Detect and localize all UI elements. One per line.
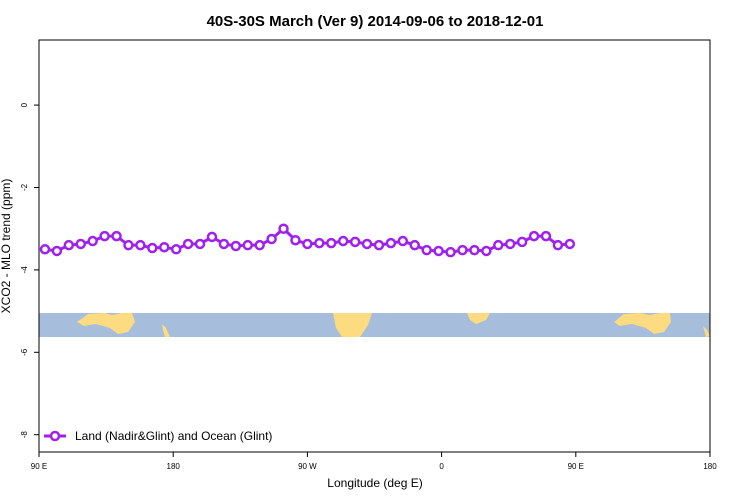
plot-frame [38, 39, 711, 453]
point [254, 239, 265, 251]
legend-label: Land (Nadir&Glint) and Ocean (Glint) [75, 429, 272, 443]
x-tick-label: 90 E [568, 462, 584, 471]
point [206, 231, 218, 243]
point [469, 244, 480, 256]
point [147, 242, 158, 254]
point [302, 238, 313, 250]
point [123, 239, 134, 251]
x-tick-label: 180 [167, 462, 181, 471]
point [290, 234, 301, 246]
point [445, 246, 456, 258]
point [159, 241, 170, 253]
x-tick-label: 180 [703, 462, 717, 471]
point [349, 236, 361, 248]
point [504, 238, 516, 250]
point [135, 239, 146, 251]
y-tick-label: -2 [20, 183, 29, 191]
y-tick-label: -8 [20, 431, 29, 439]
point [182, 238, 194, 250]
x-axis-label: Longitude (deg E) [327, 476, 422, 490]
point [51, 245, 63, 257]
chart-title: 40S-30S March (Ver 9) 2014-09-06 to 2018… [207, 13, 544, 30]
point [433, 245, 444, 257]
point [39, 244, 51, 255]
map-strip [39, 313, 710, 337]
point [111, 230, 122, 242]
point [314, 237, 325, 249]
y-tick-label: 0 [20, 102, 29, 107]
point [194, 238, 206, 250]
point [266, 233, 277, 245]
y-axis-label: XCO2 - MLO trend (ppm) [0, 179, 13, 314]
legend: Land (Nadir&Glint) and Ocean (Glint) [44, 429, 272, 443]
point [540, 230, 552, 242]
point [361, 238, 373, 250]
point [218, 238, 230, 250]
point [516, 236, 528, 248]
point [493, 239, 504, 251]
point [421, 244, 432, 256]
point [230, 240, 242, 252]
point [87, 235, 98, 247]
point [528, 230, 540, 242]
x-tick-label: 0 [439, 462, 444, 471]
point [409, 239, 421, 251]
x-tick-label: 90 E [31, 462, 47, 471]
x-tick-label: 90 W [298, 462, 317, 471]
point [481, 245, 492, 257]
point [99, 230, 110, 242]
point [242, 239, 254, 251]
point [278, 223, 289, 234]
point [397, 235, 409, 247]
y-tick-label: -6 [20, 348, 29, 356]
point [564, 238, 576, 250]
point [75, 238, 87, 250]
point [552, 239, 564, 251]
point [337, 235, 349, 247]
point [385, 237, 397, 249]
point [326, 237, 337, 249]
point [170, 244, 182, 255]
point [63, 239, 75, 251]
point [373, 239, 385, 251]
legend-marker [49, 430, 61, 442]
point [457, 244, 468, 256]
y-tick-label: -4 [20, 266, 29, 274]
